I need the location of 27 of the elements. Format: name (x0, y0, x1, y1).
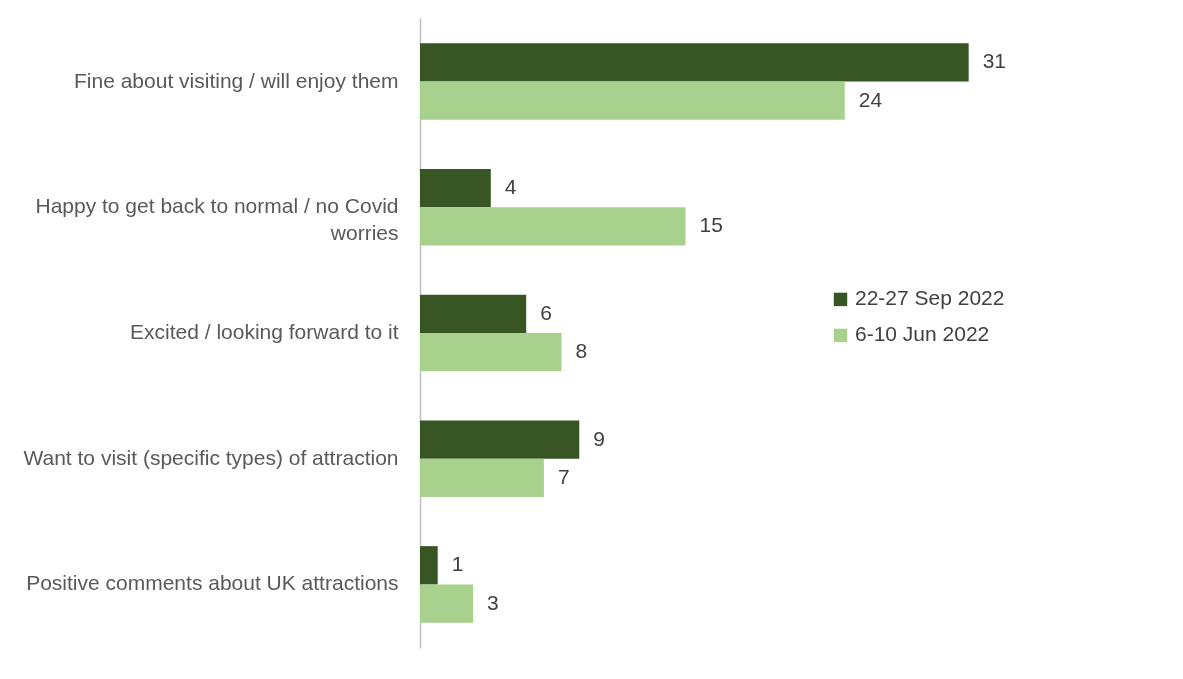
bar (420, 168, 491, 208)
bar (420, 333, 562, 372)
y-tick-label: Fine about visiting / will enjoy them (74, 68, 399, 92)
bar (420, 294, 527, 333)
data-label: 7 (557, 464, 570, 488)
data-label: 3 (487, 590, 499, 614)
y-tick-label: Happy to get back to normal / no Covid worries (35, 194, 399, 245)
bar (420, 584, 474, 623)
y-tick-label: Excited / looking forward to it (130, 320, 399, 343)
data-label: 9 (593, 426, 605, 450)
bar (420, 81, 845, 120)
legend-label: 6-10 Jun 2022 (855, 322, 990, 346)
bar (420, 546, 438, 585)
bar (420, 207, 686, 246)
data-label: 8 (575, 339, 588, 363)
data-label: 31 (982, 49, 1007, 73)
data-label: 4 (504, 175, 517, 199)
bar (420, 43, 969, 82)
data-label: 24 (858, 87, 883, 111)
data-label: 6 (540, 300, 552, 324)
bar (420, 420, 580, 459)
bar (420, 458, 544, 498)
legend-label: 22-27 Sep 2022 (855, 286, 1005, 310)
data-label: 15 (699, 213, 723, 237)
y-tick-label: Want to visit (specific types) of attraction (23, 445, 399, 469)
data-label: 1 (451, 552, 464, 576)
y-tick-label: Positive comments about UK attractions (26, 571, 399, 595)
